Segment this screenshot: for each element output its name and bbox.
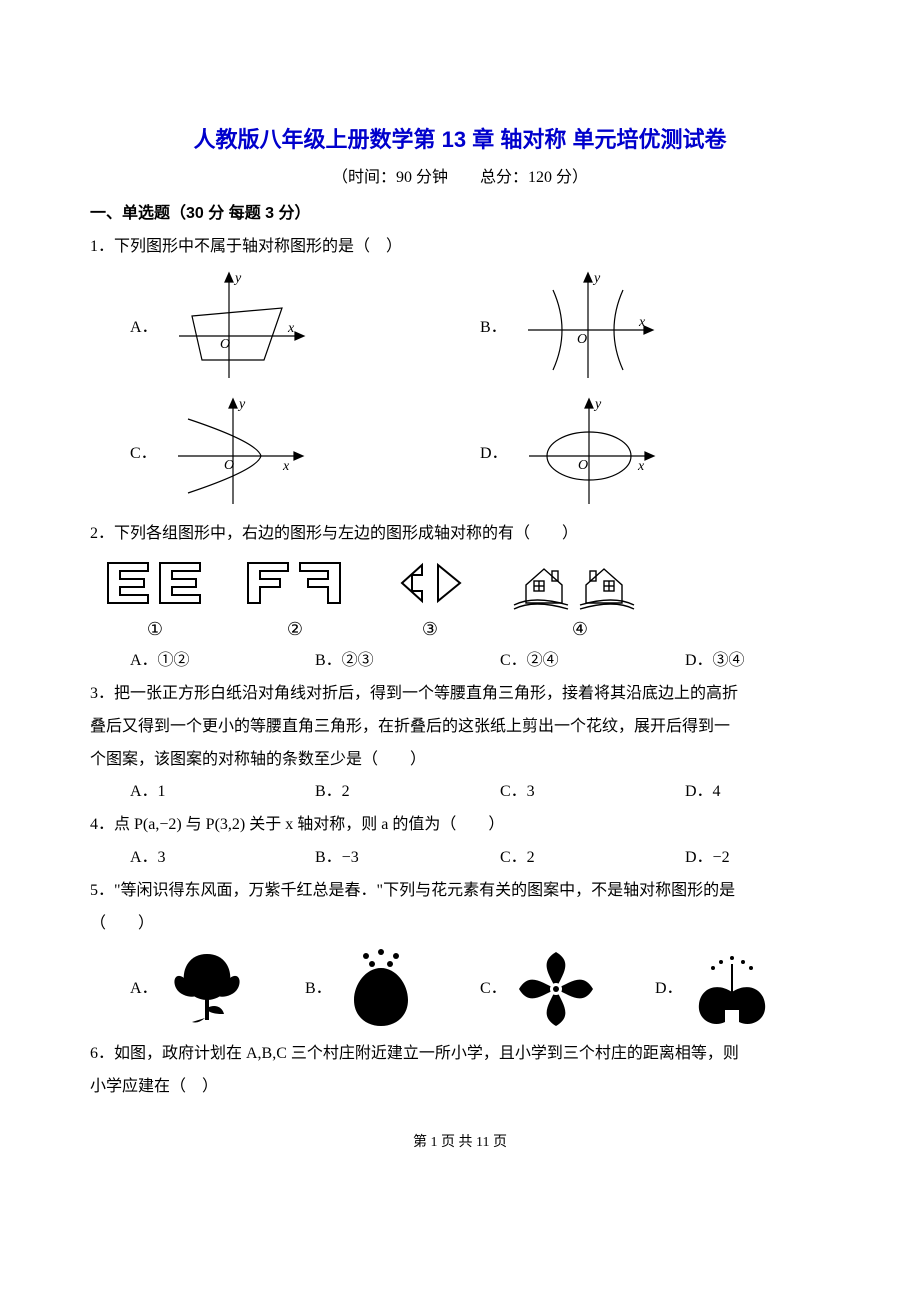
- q3-line2: 叠后又得到一个更小的等腰直角三角形，在折叠后的这张纸上剪出一个花纹，展开后得到一: [90, 713, 830, 742]
- page-subtitle: （时间：90 分钟 总分：120 分）: [90, 164, 830, 193]
- page-footer: 第 1 页 共 11 页: [90, 1130, 830, 1155]
- q6-line1: 6．如图，政府计划在 A,B,C 三个村庄附近建立一所小学，且小学到三个村庄的距…: [90, 1040, 830, 1069]
- q5-figure-a: [162, 944, 252, 1034]
- q2-label-4: ④: [510, 613, 650, 645]
- q2-figure-4: [510, 557, 650, 611]
- section-1-head: 一、单选题（30 分 每题 3 分）: [90, 200, 830, 229]
- q5-figures: A． B．: [90, 944, 830, 1034]
- svg-text:y: y: [237, 397, 246, 412]
- q3-line3: 个图案，该图案的对称轴的条数至少是（ ）: [90, 746, 830, 775]
- q5-figure-b: [336, 944, 426, 1034]
- q2-text: 2．下列各组图形中，右边的图形与左边的图形成轴对称的有（ ）: [90, 520, 830, 549]
- q2-label-1: ①: [100, 613, 210, 645]
- q1-row-2: C． O x y D． O x: [90, 394, 830, 514]
- q1-opt-c-letter: C．: [130, 440, 157, 469]
- q4-opt-b: B．−3: [275, 844, 460, 873]
- q2-figures: ① ② ③: [100, 557, 830, 645]
- q4-options: A．3 B．−3 C．2 D．−2: [90, 844, 830, 873]
- q5-figure-c: [511, 944, 601, 1034]
- svg-text:y: y: [233, 271, 242, 286]
- q2-opt-b: B．②③: [275, 647, 460, 676]
- q1-opt-b-letter: B．: [480, 314, 507, 343]
- q3-line1: 3．把一张正方形白纸沿对角线对折后，得到一个等腰直角三角形，接着将其沿底边上的高…: [90, 680, 830, 709]
- q2-figure-1: [100, 557, 210, 611]
- q3-options: A．1 B．2 C．3 D．4: [90, 778, 830, 807]
- q4-opt-d: D．−2: [645, 844, 830, 873]
- q5-figure-d: [687, 944, 777, 1034]
- q1-opt-a-letter: A．: [130, 314, 158, 343]
- q2-opt-c: C．②④: [460, 647, 645, 676]
- q2-figure-2: [240, 557, 350, 611]
- q2-opt-d: D．③④: [645, 647, 830, 676]
- q5-opt-a-letter: A．: [130, 975, 158, 1004]
- q2-opt-a: A．①②: [90, 647, 275, 676]
- q3-opt-a: A．1: [90, 778, 275, 807]
- svg-text:x: x: [287, 321, 295, 336]
- svg-text:O: O: [220, 337, 230, 352]
- q6-line2: 小学应建在（ ）: [90, 1073, 830, 1102]
- q3-opt-b: B．2: [275, 778, 460, 807]
- svg-text:O: O: [577, 332, 587, 347]
- q5-opt-d-letter: D．: [655, 975, 683, 1004]
- svg-text:y: y: [593, 397, 602, 412]
- q2-label-2: ②: [240, 613, 350, 645]
- page-title: 人教版八年级上册数学第 13 章 轴对称 单元培优测试卷: [90, 120, 830, 160]
- svg-text:x: x: [282, 459, 290, 474]
- q2-figure-3: [380, 557, 480, 611]
- q5-opt-b-letter: B．: [305, 975, 332, 1004]
- svg-text:y: y: [592, 271, 601, 286]
- svg-text:x: x: [637, 459, 645, 474]
- q1-row-1: A． O x y B． O: [90, 268, 830, 388]
- q1-text: 1．下列图形中不属于轴对称图形的是（ ）: [90, 233, 830, 262]
- q3-opt-c: C．3: [460, 778, 645, 807]
- q4-text: 4．点 P(a,−2) 与 P(3,2) 关于 x 轴对称，则 a 的值为（ ）: [90, 811, 830, 840]
- q2-options: A．①② B．②③ C．②④ D．③④: [90, 647, 830, 676]
- q1-opt-d-letter: D．: [480, 440, 508, 469]
- svg-text:O: O: [224, 458, 234, 473]
- q4-opt-a: A．3: [90, 844, 275, 873]
- svg-text:x: x: [638, 315, 646, 330]
- q1-figure-a: O x y: [164, 268, 314, 388]
- q1-figure-c: O x y: [163, 394, 313, 514]
- q1-figure-b: O x y: [513, 268, 663, 388]
- q1-figure-d: O x y: [514, 394, 664, 514]
- q2-label-3: ③: [380, 613, 480, 645]
- q4-opt-c: C．2: [460, 844, 645, 873]
- q5-line2: （ ）: [90, 910, 830, 939]
- q3-opt-d: D．4: [645, 778, 830, 807]
- q5-opt-c-letter: C．: [480, 975, 507, 1004]
- svg-text:O: O: [578, 458, 588, 473]
- q5-line1: 5．"等闲识得东风面，万紫千红总是春．"下列与花元素有关的图案中，不是轴对称图形…: [90, 877, 830, 906]
